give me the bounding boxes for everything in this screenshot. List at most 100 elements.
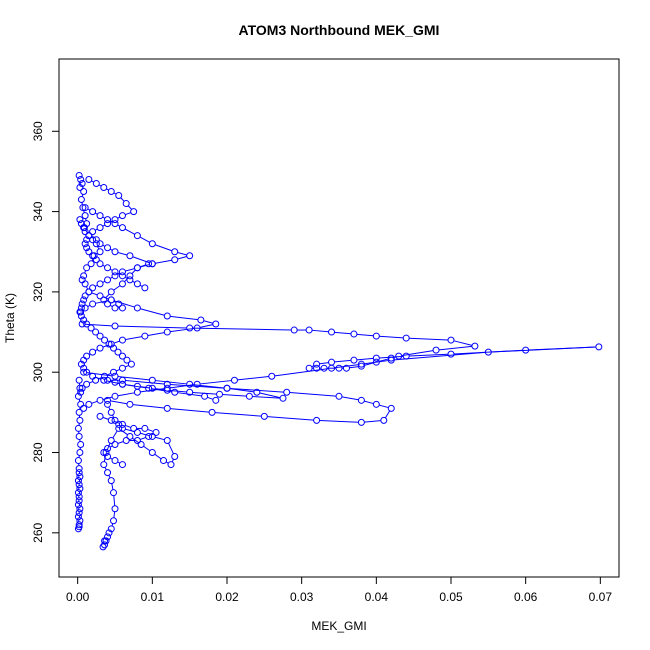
x-tick-label: 0.00 <box>66 590 90 604</box>
data-point <box>104 244 112 252</box>
data-point <box>80 356 88 364</box>
series-segment <box>364 360 389 365</box>
data-point <box>107 296 115 304</box>
data-point <box>328 328 336 336</box>
series-segment <box>89 381 94 384</box>
data-point <box>83 320 91 328</box>
data-point <box>77 304 85 312</box>
series-segment <box>319 420 359 423</box>
data-point <box>92 179 100 187</box>
series-segment <box>252 395 281 399</box>
y-tick-label: 260 <box>31 522 45 542</box>
x-axis: 0.00 0.01 0.02 0.03 0.04 0.05 0.06 0.07 <box>66 576 612 604</box>
data-point <box>77 440 85 448</box>
data-point <box>342 364 350 372</box>
data-point <box>74 477 82 485</box>
data-point <box>101 336 109 344</box>
y-tick-label: 280 <box>31 442 45 462</box>
data-point <box>74 513 82 521</box>
series-segment <box>341 396 359 401</box>
series-segment <box>111 483 114 490</box>
data-point <box>372 332 380 340</box>
series-segment <box>170 390 187 393</box>
data-point <box>78 320 86 328</box>
data-point <box>78 179 86 187</box>
series-segment <box>177 392 202 397</box>
data-point <box>111 440 119 448</box>
data-point <box>101 372 109 380</box>
series-segment <box>102 344 109 348</box>
data-point <box>133 232 141 240</box>
data-point <box>253 388 261 396</box>
data-point <box>89 300 97 308</box>
data-point <box>104 445 112 453</box>
data-point <box>81 228 89 236</box>
series-segment <box>168 442 174 455</box>
data-point <box>76 384 84 392</box>
data-point <box>387 354 395 362</box>
data-point <box>186 380 194 388</box>
data-point <box>75 481 83 489</box>
data-point <box>104 453 112 461</box>
data-point <box>104 216 112 224</box>
data-point <box>357 396 365 404</box>
data-point <box>115 424 123 432</box>
data-point <box>305 326 313 334</box>
data-point <box>81 292 89 300</box>
data-point <box>75 376 83 384</box>
data-point <box>223 384 231 392</box>
data-point <box>80 272 88 280</box>
data-point <box>171 453 179 461</box>
data-point <box>335 364 343 372</box>
y-axis-label: Theta (K) <box>3 293 17 343</box>
data-point <box>127 360 135 368</box>
data-point <box>350 330 358 338</box>
series-segment <box>124 228 135 235</box>
series-segment <box>394 351 486 361</box>
data-point <box>447 336 455 344</box>
series-segment <box>401 350 434 357</box>
data-point <box>380 416 388 424</box>
data-point <box>118 420 126 428</box>
data-point <box>118 212 126 220</box>
data-point <box>141 332 149 340</box>
data-point <box>83 380 91 388</box>
series-segment <box>113 420 120 424</box>
series-segment <box>155 380 187 385</box>
data-point <box>395 352 403 360</box>
data-point <box>171 248 179 256</box>
data-point <box>163 312 171 320</box>
data-point <box>104 469 112 477</box>
data-point <box>118 380 126 388</box>
data-point <box>126 276 134 284</box>
data-point <box>75 493 83 501</box>
series-segment <box>177 256 187 260</box>
data-point <box>432 346 440 354</box>
data-point <box>76 216 84 224</box>
data-point <box>186 388 194 396</box>
data-point <box>148 260 156 268</box>
data-point <box>87 324 95 332</box>
x-tick-label: 0.02 <box>215 590 239 604</box>
data-point <box>122 436 130 444</box>
data-point <box>133 436 141 444</box>
data-point <box>92 328 100 336</box>
series-segment <box>98 376 103 380</box>
data-point <box>76 449 84 457</box>
data-point <box>77 312 85 320</box>
data-point <box>137 440 145 448</box>
series-segment <box>91 400 98 404</box>
data-point <box>163 328 171 336</box>
data-point <box>107 525 115 533</box>
data-point <box>96 260 104 268</box>
series-segment <box>125 380 165 385</box>
data-point <box>74 501 82 509</box>
series-segment <box>140 432 150 437</box>
data-point <box>111 220 119 228</box>
data-point <box>100 376 108 384</box>
series-segment <box>140 264 150 268</box>
data-point <box>96 212 104 220</box>
data-point <box>118 352 126 360</box>
